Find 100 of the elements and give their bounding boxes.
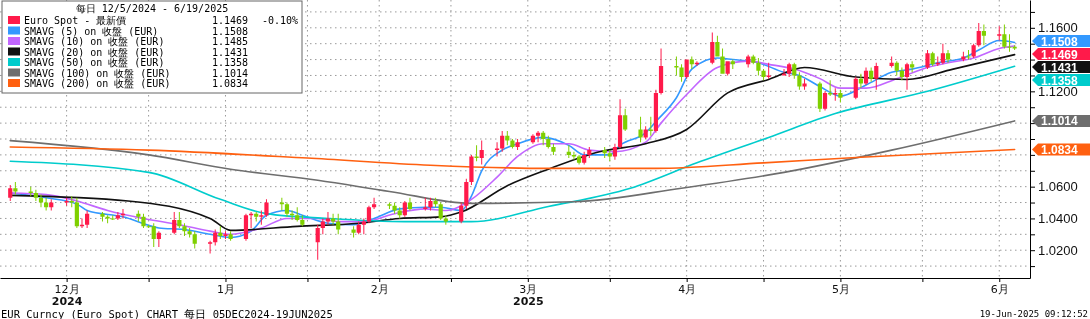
candlestick	[505, 131, 510, 146]
candlestick	[182, 223, 187, 236]
candlestick	[243, 213, 249, 241]
candlestick	[725, 61, 730, 76]
y-tick-label: 1.1600	[1038, 20, 1078, 36]
candlestick	[428, 197, 433, 211]
candlestick	[541, 131, 546, 146]
candlestick	[802, 78, 807, 90]
candlestick	[172, 212, 177, 235]
x-tick-label: 2月	[370, 282, 389, 296]
candlestick	[85, 210, 90, 228]
candlestick	[715, 35, 720, 57]
annotation: -0.10%	[261, 15, 298, 26]
candlestick	[515, 139, 520, 151]
candlestick	[945, 50, 951, 63]
candlestick	[710, 32, 715, 65]
candlestick	[356, 221, 361, 235]
candlestick	[925, 50, 930, 70]
candlestick	[433, 197, 438, 208]
candlestick	[822, 91, 828, 111]
annotation: 1.1469	[211, 15, 248, 26]
candlestick	[223, 231, 228, 240]
candlestick	[100, 212, 105, 222]
candlestick	[602, 146, 607, 159]
candlestick	[828, 80, 833, 97]
y-tick-label: 1.0400	[1038, 211, 1078, 227]
candlestick	[218, 226, 223, 240]
candlestick	[535, 131, 541, 143]
candlestick	[576, 154, 582, 165]
candlestick	[587, 146, 592, 159]
candlestick	[33, 189, 38, 201]
candlestick	[38, 194, 44, 208]
candlestick	[1002, 24, 1007, 49]
candlestick	[407, 197, 413, 211]
candlestick	[213, 229, 218, 246]
candlestick	[264, 199, 269, 217]
candlestick	[976, 23, 981, 47]
candlestick	[192, 231, 197, 249]
candlestick	[730, 59, 735, 70]
candlestick	[397, 207, 402, 219]
y-tick-label: 1.0200	[1038, 242, 1078, 258]
candlestick	[674, 56, 679, 76]
candlestick	[530, 134, 536, 144]
candlestick	[833, 88, 838, 101]
candlestick	[838, 89, 843, 103]
candlestick	[479, 140, 484, 165]
candlestick	[438, 202, 443, 221]
candlestick	[546, 135, 551, 149]
candlestick	[874, 62, 879, 90]
candlestick	[13, 181, 18, 195]
candlestick	[623, 108, 628, 132]
legend-label: SMAVG (10) on 收盤 (EUR)	[24, 36, 165, 47]
candlestick	[469, 154, 474, 186]
candlestick	[817, 81, 822, 112]
annotation: 1.1508	[211, 25, 248, 37]
candlestick	[361, 218, 366, 235]
legend-title: 每日 12/5/2024 - 6/19/2025	[75, 3, 229, 14]
candlestick	[8, 185, 13, 201]
candlestick	[177, 212, 182, 228]
candlestick	[325, 212, 331, 225]
line-series	[9, 146, 1016, 170]
candlestick	[300, 215, 305, 227]
annotation: 1.0834	[211, 78, 248, 89]
candlestick	[248, 212, 254, 228]
legend-label: SMAVG (200) on 收盤 (EUR)	[24, 78, 171, 89]
annotation: 1.0834	[1041, 142, 1079, 157]
x-tick-label: 1月	[216, 282, 235, 296]
candlestick	[797, 72, 802, 90]
candlestick	[643, 126, 648, 139]
y-tick-label: 1.0600	[1038, 179, 1078, 195]
candlestick	[720, 48, 725, 74]
candlestick	[638, 116, 643, 143]
candlestick	[981, 24, 986, 46]
candlestick	[961, 51, 966, 62]
candlestick	[392, 202, 397, 214]
candlestick	[551, 143, 556, 155]
candlestick	[110, 215, 115, 221]
candlestick	[940, 43, 945, 65]
candlestick	[151, 223, 156, 248]
candlestick	[930, 51, 935, 66]
line-series	[9, 120, 1016, 205]
candlestick	[787, 62, 792, 78]
candlestick	[156, 231, 161, 248]
candlestick	[136, 210, 141, 222]
legend-label: Euro Spot - 最新價	[24, 15, 127, 26]
candlestick	[208, 240, 213, 254]
candlestick	[792, 62, 797, 79]
candlestick	[971, 43, 976, 58]
candlestick	[74, 197, 79, 228]
candlestick	[648, 116, 653, 136]
candlestick	[617, 99, 623, 149]
candlestick	[751, 54, 756, 65]
candlestick	[997, 26, 1002, 41]
legend-label: SMAVG (20) on 收盤 (EUR)	[24, 46, 165, 58]
candlestick	[853, 77, 858, 100]
x-tick-label: 5月	[831, 282, 850, 296]
candlestick	[141, 213, 146, 228]
x-tick-label: 3月 2025	[513, 282, 544, 308]
annotation: 1.1485	[211, 36, 248, 47]
candlestick	[459, 202, 464, 224]
